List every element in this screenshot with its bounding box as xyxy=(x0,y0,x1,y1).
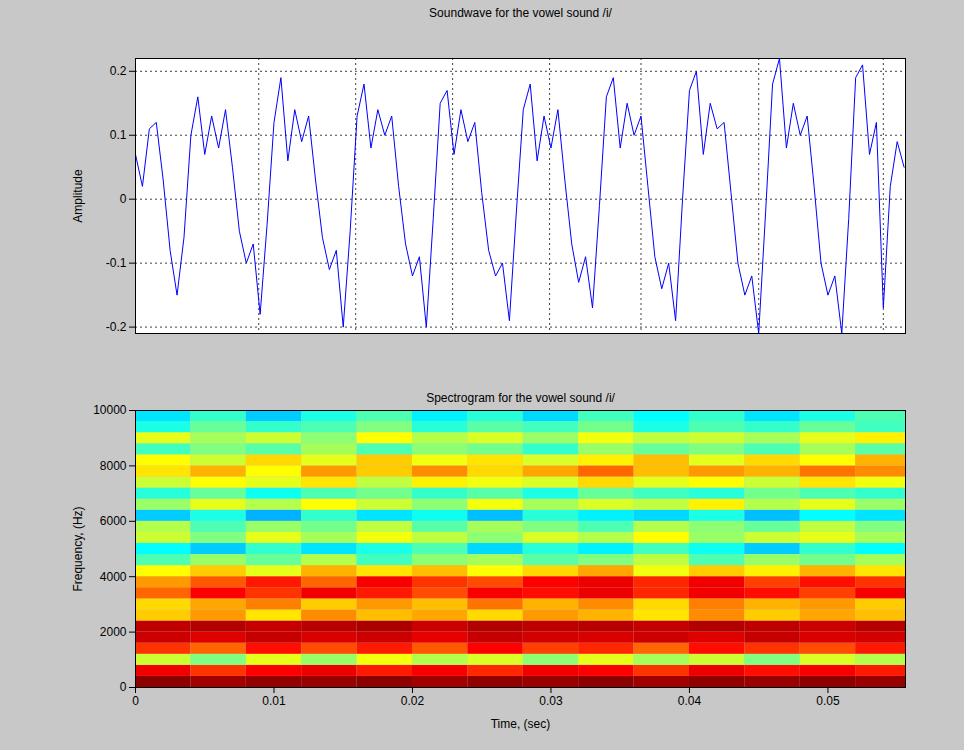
svg-text:0.02: 0.02 xyxy=(401,694,425,708)
svg-text:4000: 4000 xyxy=(100,570,127,584)
svg-text:0.01: 0.01 xyxy=(262,694,286,708)
svg-text:0.04: 0.04 xyxy=(678,694,702,708)
svg-text:0: 0 xyxy=(132,694,139,708)
svg-text:6000: 6000 xyxy=(100,514,127,528)
svg-text:0.05: 0.05 xyxy=(816,694,840,708)
svg-text:0.1: 0.1 xyxy=(110,128,127,142)
svg-text:8000: 8000 xyxy=(100,459,127,473)
svg-text:2000: 2000 xyxy=(100,625,127,639)
svg-text:0.03: 0.03 xyxy=(539,694,563,708)
svg-text:-0.2: -0.2 xyxy=(106,320,127,334)
svg-text:Amplitude: Amplitude xyxy=(71,169,85,223)
svg-text:-0.1: -0.1 xyxy=(106,256,127,270)
svg-text:0: 0 xyxy=(120,192,127,206)
svg-text:Soundwave for the vowel sound: Soundwave for the vowel sound /i/ xyxy=(429,6,612,20)
svg-text:Frequency, (Hz): Frequency, (Hz) xyxy=(71,506,85,591)
svg-text:Time, (sec): Time, (sec) xyxy=(491,717,551,731)
svg-text:0.2: 0.2 xyxy=(110,64,127,78)
svg-text:10000: 10000 xyxy=(93,403,127,417)
svg-text:0: 0 xyxy=(120,680,127,694)
svg-text:Spectrogram for the vowel soun: Spectrogram for the vowel sound /i/ xyxy=(426,391,615,405)
